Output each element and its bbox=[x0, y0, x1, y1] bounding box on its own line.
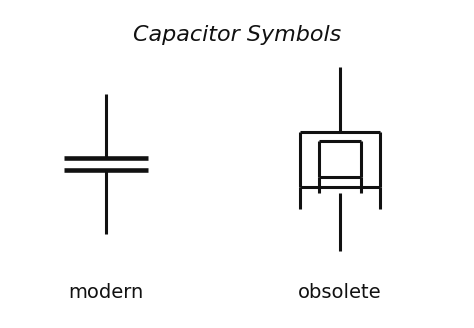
Text: modern: modern bbox=[68, 283, 144, 302]
Text: obsolete: obsolete bbox=[298, 283, 382, 302]
Text: Capacitor Symbols: Capacitor Symbols bbox=[133, 25, 341, 45]
